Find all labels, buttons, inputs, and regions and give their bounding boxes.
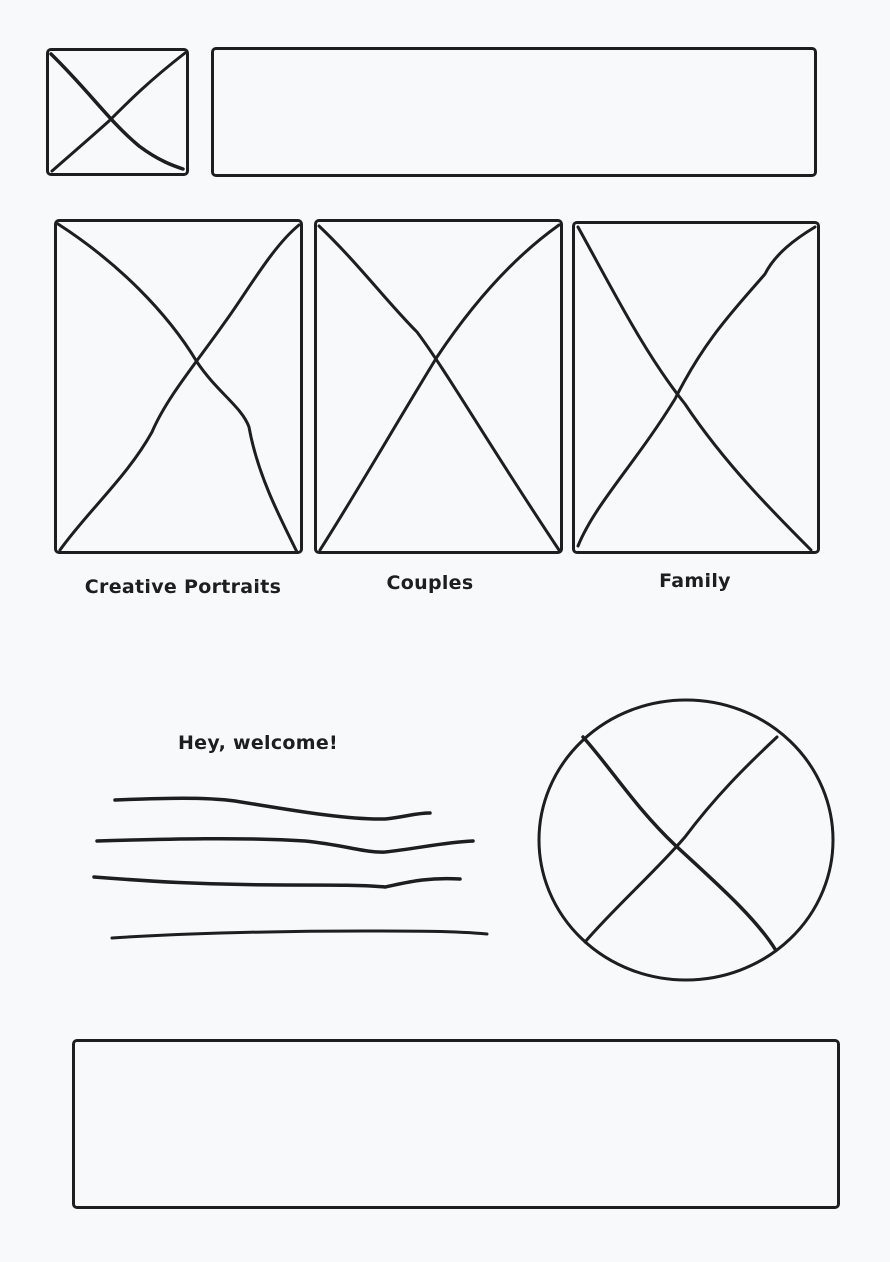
gallery-label-creative-portraits: Creative Portraits <box>84 576 282 598</box>
text-line <box>95 836 475 854</box>
footer-block <box>72 1039 840 1209</box>
logo-placeholder <box>46 48 189 176</box>
image-placeholder-icon <box>576 225 817 552</box>
gallery-label-family: Family <box>659 570 731 592</box>
image-placeholder-icon <box>49 51 187 173</box>
image-placeholder-icon <box>317 223 561 552</box>
image-placeholder-icon <box>581 735 777 951</box>
gallery-card-family[interactable] <box>572 221 820 554</box>
text-line <box>92 875 462 889</box>
avatar-placeholder <box>537 698 835 982</box>
text-line <box>110 929 489 940</box>
gallery-card-couples[interactable] <box>314 219 563 554</box>
gallery-label-couples: Couples <box>386 572 474 594</box>
text-line <box>113 796 432 821</box>
header-bar <box>211 47 817 177</box>
gallery-card-creative-portraits[interactable] <box>54 219 303 554</box>
welcome-text-placeholder <box>92 796 489 940</box>
welcome-heading: Hey, welcome! <box>177 732 339 754</box>
image-placeholder-icon <box>56 222 301 554</box>
